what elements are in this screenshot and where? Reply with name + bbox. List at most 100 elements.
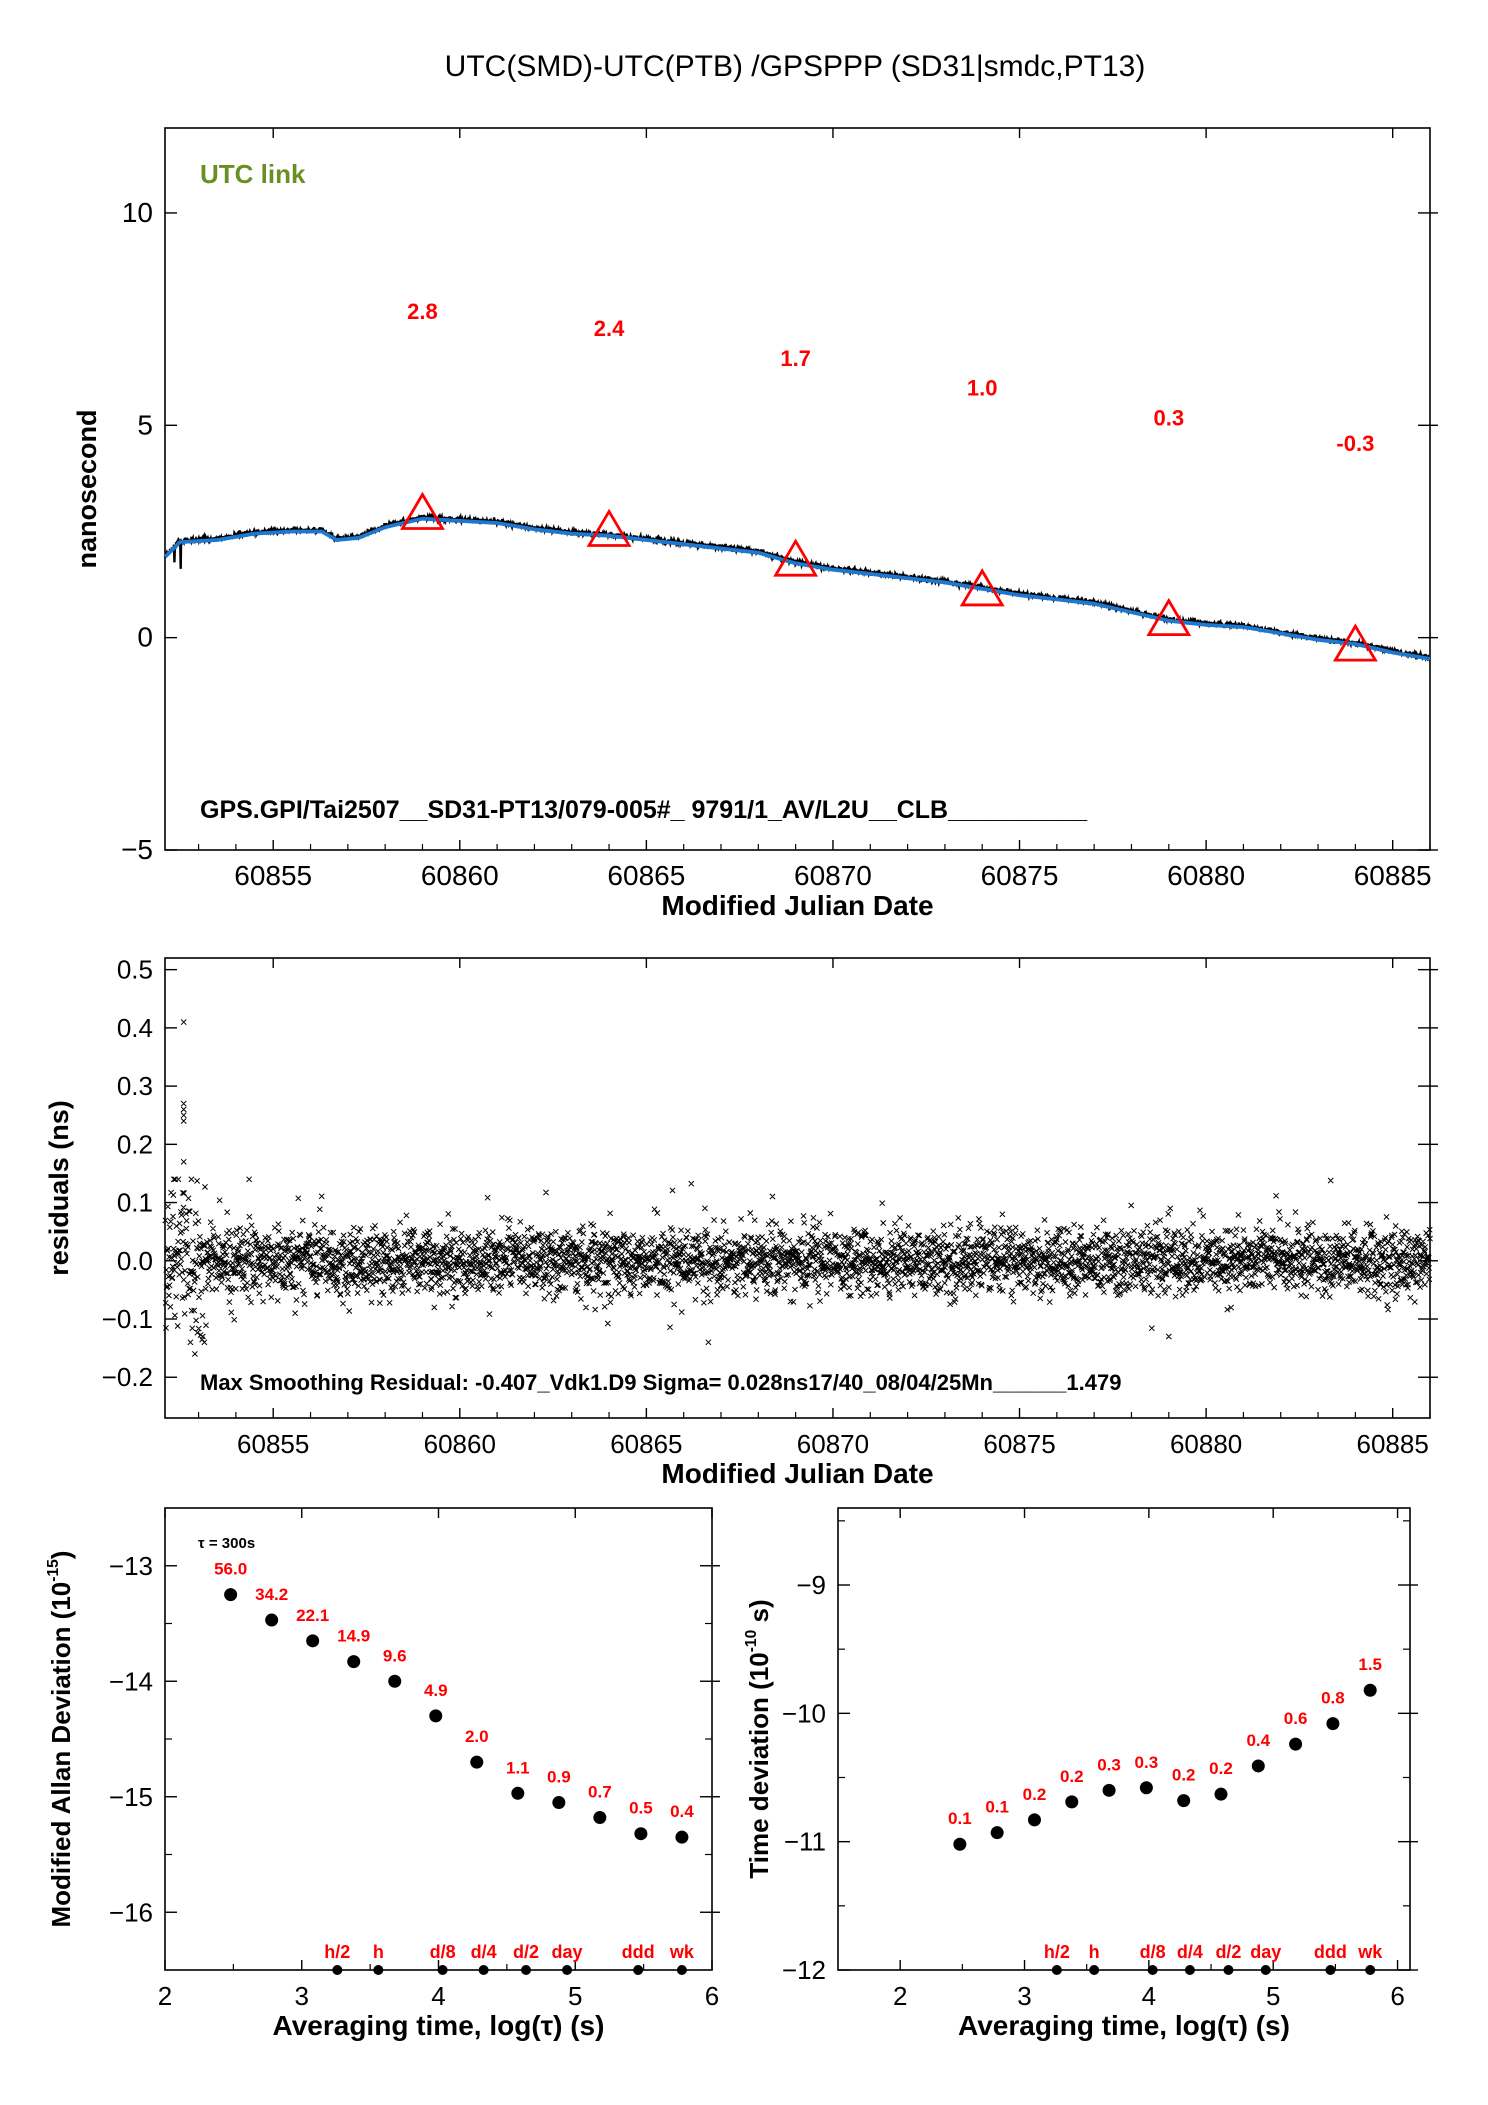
period-dot bbox=[478, 1965, 489, 1975]
y-axis-label: Time deviation (10-10 s) bbox=[743, 1599, 774, 1878]
plot-frame bbox=[164, 127, 1431, 851]
period-label: ddd bbox=[1314, 1942, 1347, 1962]
point-label: 0.2 bbox=[1023, 1785, 1047, 1804]
point-label: 0.1 bbox=[985, 1798, 1009, 1817]
x-tick-label: 2 bbox=[893, 1981, 907, 2011]
period-dot bbox=[332, 1965, 343, 1975]
period-label: d/8 bbox=[1140, 1942, 1166, 1962]
residuals-chart: 60855 60860 60865 60870 60875 60880 60885 −0.2 −… bbox=[44, 955, 1438, 1489]
y-tick-label: 0.5 bbox=[117, 955, 153, 985]
x-tick-label: 60880 bbox=[1170, 1429, 1242, 1459]
stability-point bbox=[675, 1830, 689, 1844]
x-axis-label: Modified Julian Date bbox=[661, 890, 933, 921]
y-axis-label: Modified Allan Deviation (10-15) bbox=[45, 1551, 76, 1928]
stability-point bbox=[552, 1796, 566, 1810]
marker-triangle bbox=[586, 508, 632, 547]
smoothed-line bbox=[163, 516, 1431, 661]
period-dot bbox=[562, 1965, 573, 1975]
residual-points bbox=[162, 1019, 1433, 1357]
y-tick-label: −11 bbox=[784, 1827, 826, 1857]
y-axis-label: residuals (ns) bbox=[44, 1100, 74, 1276]
point-label: 0.7 bbox=[588, 1783, 612, 1802]
x-tick-label: 60860 bbox=[421, 860, 499, 891]
x-tick-label: 5 bbox=[568, 1981, 582, 2011]
point-label: 0.6 bbox=[1284, 1709, 1308, 1728]
marker-triangle bbox=[1146, 597, 1192, 637]
stability-point bbox=[1027, 1813, 1041, 1827]
footer-text: GPS.GPI/Tai2507__SD31-PT13/079-005#_ 979… bbox=[200, 796, 1088, 824]
stability-point bbox=[429, 1709, 443, 1723]
stability-point bbox=[1326, 1717, 1340, 1731]
period-dot bbox=[521, 1965, 532, 1975]
y-axis-label: nanosecond bbox=[72, 409, 102, 568]
period-dot bbox=[1365, 1965, 1376, 1975]
period-dot bbox=[373, 1965, 384, 1975]
y-tick-label: −0.1 bbox=[102, 1304, 153, 1334]
marker-label: 2.4 bbox=[594, 316, 625, 341]
stability-point bbox=[1363, 1683, 1377, 1697]
stability-point bbox=[634, 1827, 648, 1841]
y-tick-label: 0.4 bbox=[117, 1013, 153, 1043]
footer-text: Max Smoothing Residual: -0.407_Vdk1.D9 S… bbox=[200, 1370, 1121, 1395]
stability-point bbox=[1289, 1737, 1303, 1751]
period-dot bbox=[1051, 1965, 1062, 1975]
y-tick-label: 10 bbox=[122, 197, 153, 228]
point-label: 0.8 bbox=[1321, 1689, 1345, 1708]
x-tick-label: 60875 bbox=[983, 1429, 1055, 1459]
x-axis-label: Averaging time, log(τ) (s) bbox=[958, 2010, 1290, 2041]
x-tick-label: 4 bbox=[431, 1981, 445, 2011]
point-label: 22.1 bbox=[296, 1606, 329, 1625]
x-tick-label: 60855 bbox=[234, 860, 312, 891]
period-dot bbox=[437, 1965, 448, 1975]
x-tick-label: 60880 bbox=[1167, 860, 1245, 891]
marker-label: 0.3 bbox=[1153, 405, 1184, 430]
utc-link-label: UTC link bbox=[200, 159, 306, 189]
point-label: 2.0 bbox=[465, 1727, 489, 1746]
x-tick-label: 6 bbox=[1390, 1981, 1404, 2011]
period-label: d/4 bbox=[471, 1942, 497, 1962]
point-label: 34.2 bbox=[255, 1585, 288, 1604]
point-label: 0.2 bbox=[1060, 1767, 1084, 1786]
marker-triangle bbox=[773, 538, 819, 577]
period-label: h/2 bbox=[1044, 1942, 1070, 1962]
marker-triangle bbox=[959, 568, 1005, 607]
x-tick-label: 60865 bbox=[610, 1429, 682, 1459]
y-tick-label: −0.2 bbox=[102, 1362, 153, 1392]
tdev-chart: 2 3 4 5 6 −12 −11 −10 −9 Averaging time, log(τ) (… bbox=[743, 1507, 1418, 2041]
period-dot bbox=[1184, 1965, 1195, 1975]
period-label: h bbox=[373, 1942, 384, 1962]
stability-point bbox=[1177, 1794, 1191, 1808]
period-dot bbox=[633, 1965, 644, 1975]
point-label: 0.1 bbox=[948, 1809, 972, 1828]
x-tick-label: 4 bbox=[1142, 1981, 1156, 2011]
point-label: 0.5 bbox=[629, 1799, 653, 1818]
tau-note: τ = 300s bbox=[198, 1535, 255, 1552]
x-tick-label: 60870 bbox=[794, 860, 872, 891]
point-label: 0.4 bbox=[670, 1802, 694, 1821]
stability-point bbox=[224, 1588, 238, 1602]
y-tick-label: −15 bbox=[109, 1782, 153, 1812]
stability-point bbox=[953, 1837, 967, 1851]
y-tick-label: 0 bbox=[137, 622, 153, 653]
plot-frame bbox=[164, 957, 1431, 1419]
period-label: wk bbox=[1357, 1942, 1383, 1962]
x-axis-label: Modified Julian Date bbox=[661, 1458, 933, 1489]
x-tick-label: 5 bbox=[1266, 1981, 1280, 2011]
y-tick-label: −14 bbox=[109, 1666, 153, 1696]
x-tick-label: 60855 bbox=[237, 1429, 309, 1459]
point-label: 1.1 bbox=[506, 1758, 530, 1777]
period-label: day bbox=[552, 1942, 583, 1962]
x-axis-label: Averaging time, log(τ) (s) bbox=[273, 2010, 605, 2041]
x-tick-label: 6 bbox=[705, 1981, 719, 2011]
period-label: d/2 bbox=[1215, 1942, 1241, 1962]
page-title: UTC(SMD)-UTC(PTB) /GPSPPP (SD31|smdc,PT1… bbox=[445, 50, 1146, 83]
x-tick-label: 60875 bbox=[981, 860, 1059, 891]
mdev-chart: 2 3 4 5 6 −16 −15 −14 −13 Averaging time, log(τ) … bbox=[45, 1507, 720, 2041]
stability-point bbox=[1065, 1795, 1079, 1809]
stability-point bbox=[306, 1634, 320, 1648]
marker-label: 2.8 bbox=[407, 299, 438, 324]
period-dot bbox=[1089, 1965, 1100, 1975]
period-dot bbox=[1223, 1965, 1234, 1975]
x-tick-label: 60885 bbox=[1357, 1429, 1429, 1459]
